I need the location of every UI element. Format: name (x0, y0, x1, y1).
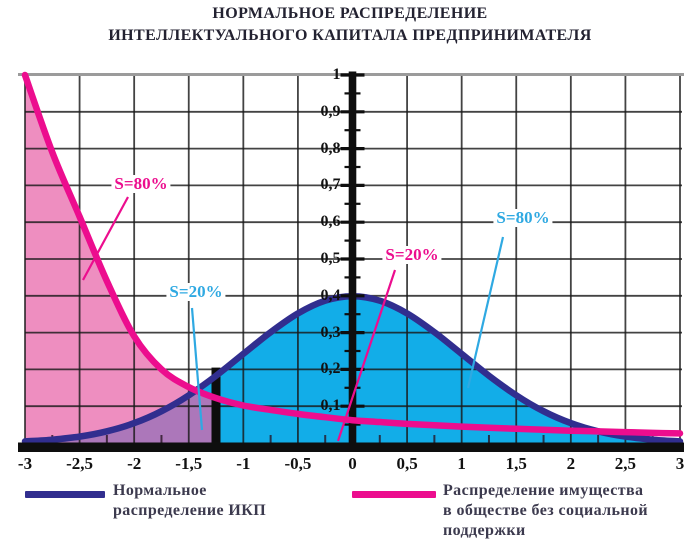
y-tick-label: 0,7 (320, 176, 341, 194)
annotation-pointer-line (336, 269, 397, 442)
annotation-pointer-line (466, 236, 505, 389)
legend-label-normal-distribution: Нормальное распределение ИКП (113, 481, 338, 521)
annotation-pointer-lines (82, 196, 505, 442)
x-tick-label: 2,5 (614, 454, 637, 473)
y-tick-label: 0,1 (320, 397, 341, 415)
y-tick-label: 1 (332, 66, 341, 83)
legend-label-line: Распределение имущества (443, 482, 644, 499)
y-tick-label: 0,5 (320, 250, 341, 267)
x-tick-label: 1,5 (505, 454, 527, 473)
legend-swatch-normal-distribution (25, 491, 105, 498)
y-tick-label: 0,6 (320, 213, 341, 231)
legend-label-line: в обществе без социальной (443, 502, 649, 519)
chart-title-line-2: ИНТЕЛЛЕКТУАЛЬНОГО КАПИТАЛА ПРЕДПРИНИМАТЕ… (108, 27, 592, 44)
legend-label-line: распределение ИКП (113, 502, 267, 519)
area-wealth-distribution-fill (25, 75, 217, 443)
annotation-pointer-line (190, 307, 204, 431)
threshold-bar (211, 367, 221, 447)
x-tick-label: -1 (236, 454, 251, 473)
legend-label-line: Нормальное (113, 482, 207, 499)
axes-and-ticks (18, 71, 684, 452)
annotation-label: S=80% (493, 209, 553, 227)
x-tick-label: 1 (457, 454, 466, 473)
annotation-label: S=80% (111, 175, 171, 193)
annotation-pointer-line (82, 196, 129, 281)
x-tick-label: 2 (566, 454, 576, 473)
y-tick-label: 0,4 (320, 286, 341, 304)
chart-title-line-1: НОРМАЛЬНОЕ РАСПРЕДЕЛЕНИЕ (212, 5, 488, 22)
y-axis-bar (348, 71, 357, 452)
y-tick-label: 0,8 (320, 139, 341, 157)
wealth-distribution-curve (21, 71, 684, 437)
y-tick-label: 0,9 (320, 102, 341, 120)
x-tick-label: 3 (675, 454, 685, 473)
x-tick-label: -0,5 (284, 454, 312, 473)
y-tick-label: 0,3 (320, 323, 341, 341)
x-tick-label: -3 (17, 454, 33, 473)
legend-swatch-wealth-distribution (352, 491, 436, 498)
legend-label-line: поддержки (443, 522, 526, 539)
x-tick-label: -2,5 (66, 454, 94, 473)
y-tick-label: 0,2 (320, 360, 341, 378)
x-tick-label: -2 (127, 454, 142, 473)
x-tick-label: -1,5 (175, 454, 203, 473)
annotation-label: S=20% (166, 283, 226, 301)
x-tick-label: 0,5 (396, 454, 418, 473)
annotation-label: S=20% (382, 246, 442, 264)
x-tick-label: 0 (348, 454, 357, 473)
legend-label-wealth-distribution: Распределение имущества в обществе без с… (443, 481, 693, 541)
